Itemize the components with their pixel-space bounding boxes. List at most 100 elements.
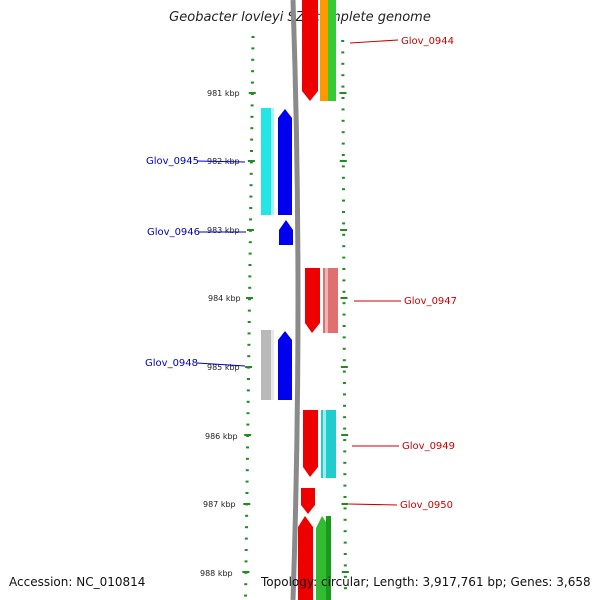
track-dot bbox=[342, 336, 346, 339]
gene-arrow-glov-0950[interactable] bbox=[301, 488, 315, 514]
track-dot bbox=[341, 74, 345, 77]
track-dot bbox=[342, 359, 346, 362]
gene-arrow-glov-0949[interactable] bbox=[303, 410, 318, 477]
track-dot bbox=[343, 553, 347, 555]
track-dot bbox=[341, 85, 345, 88]
gene-arrow-glov-0945[interactable] bbox=[278, 109, 292, 215]
track-major-tick bbox=[243, 503, 251, 505]
track-dot bbox=[341, 97, 345, 99]
track-dot bbox=[343, 564, 347, 567]
track-dot bbox=[248, 286, 252, 289]
track-dot bbox=[341, 199, 345, 202]
track-major-tick bbox=[245, 366, 253, 368]
track-dot bbox=[342, 347, 346, 350]
track-dot bbox=[343, 461, 347, 464]
track-dot bbox=[342, 268, 346, 270]
track-major-tick bbox=[247, 160, 255, 162]
tick-label-988: 988 kbp bbox=[200, 569, 233, 578]
track-dot bbox=[343, 404, 347, 407]
gene-label-glov-0944[interactable]: Glov_0944 bbox=[401, 36, 454, 47]
track-dot bbox=[250, 127, 254, 130]
track-dot bbox=[342, 370, 346, 373]
track-dot bbox=[342, 222, 346, 225]
track-dot bbox=[343, 530, 347, 533]
gene-label-glov-0950[interactable]: Glov_0950 bbox=[400, 500, 453, 511]
track-dot bbox=[246, 400, 250, 403]
leader-line-glov-0944 bbox=[349, 39, 399, 44]
track-dot bbox=[342, 382, 346, 384]
leader-line-glov-0945 bbox=[196, 160, 246, 163]
gene-arrow-glov-0947[interactable] bbox=[305, 268, 320, 333]
track-major-tick bbox=[246, 297, 254, 299]
track-dot bbox=[343, 427, 347, 430]
left-features bbox=[261, 108, 293, 400]
gene-label-glov-0946[interactable]: Glov_0946 bbox=[147, 227, 200, 238]
track-dot bbox=[341, 165, 345, 168]
track-major-tick bbox=[341, 503, 349, 505]
track-dot bbox=[343, 416, 347, 419]
track-dot bbox=[343, 507, 347, 510]
track-dot bbox=[244, 583, 248, 586]
track-dot bbox=[249, 161, 253, 164]
gene-arrow-next[interactable] bbox=[298, 516, 313, 600]
track-dot bbox=[245, 492, 249, 494]
gene-label-glov-0948[interactable]: Glov_0948 bbox=[145, 358, 198, 369]
track-dot bbox=[249, 218, 253, 221]
track-dot bbox=[343, 518, 347, 521]
track-dot bbox=[246, 389, 250, 392]
track-dot bbox=[341, 188, 345, 191]
track-dot bbox=[341, 108, 345, 111]
track-dot bbox=[341, 154, 345, 156]
track-dot bbox=[250, 138, 254, 141]
track-major-tick bbox=[340, 229, 348, 231]
track-dot bbox=[250, 150, 253, 152]
track-dot bbox=[342, 325, 346, 327]
track-dot bbox=[342, 290, 346, 293]
track-dot bbox=[249, 195, 253, 198]
track-dot bbox=[342, 393, 346, 396]
track-dot bbox=[244, 537, 248, 540]
cog-block-gray bbox=[261, 330, 274, 400]
leader-lines bbox=[196, 39, 401, 506]
gene-arrow-glov-0948[interactable] bbox=[278, 331, 292, 400]
gene-arrow-glov-0946[interactable] bbox=[279, 220, 293, 245]
track-dot bbox=[247, 355, 251, 358]
track-dot bbox=[341, 40, 345, 42]
track-dot bbox=[251, 36, 255, 38]
gene-label-glov-0947[interactable]: Glov_0947 bbox=[404, 296, 457, 307]
gene-labels: Glov_0944 Glov_0947 Glov_0949 Glov_0950 … bbox=[145, 36, 457, 511]
right-features bbox=[298, 0, 338, 600]
cog-block-salmon-highlight bbox=[325, 268, 328, 333]
track-dot bbox=[248, 275, 252, 278]
gene-label-glov-0945[interactable]: Glov_0945 bbox=[146, 156, 199, 167]
genome-summary-text: Topology: circular; Length: 3,917,761 bp… bbox=[261, 575, 591, 589]
leader-line-glov-0950 bbox=[348, 503, 398, 506]
cog-block-orange bbox=[320, 0, 328, 101]
track-dot bbox=[247, 332, 251, 335]
gene-arrow-glov-0944[interactable] bbox=[302, 0, 318, 101]
track-dot bbox=[343, 450, 347, 453]
track-dot bbox=[251, 47, 255, 50]
track-major-tick bbox=[339, 160, 347, 162]
track-dot bbox=[248, 298, 252, 301]
track-dot bbox=[341, 62, 345, 65]
tick-label-984: 984 kbp bbox=[208, 294, 241, 303]
track-dot bbox=[250, 115, 254, 118]
track-dot bbox=[244, 594, 248, 597]
track-dot bbox=[247, 309, 251, 312]
track-major-tick bbox=[242, 571, 250, 573]
track-dot bbox=[250, 104, 254, 107]
tick-label-986: 986 kbp bbox=[205, 432, 238, 441]
track-dot bbox=[247, 343, 251, 346]
gene-label-glov-0949[interactable]: Glov_0949 bbox=[402, 441, 455, 452]
map-title: Geobacter lovleyi SZ, complete genome bbox=[169, 10, 431, 25]
track-dot bbox=[246, 446, 250, 449]
track-dot bbox=[341, 119, 345, 122]
track-dot bbox=[341, 131, 345, 134]
cog-block-green bbox=[328, 0, 336, 101]
track-dot bbox=[342, 211, 346, 213]
track-dot bbox=[246, 412, 250, 415]
cog-block-cyan bbox=[261, 108, 274, 215]
track-dot bbox=[247, 321, 251, 323]
